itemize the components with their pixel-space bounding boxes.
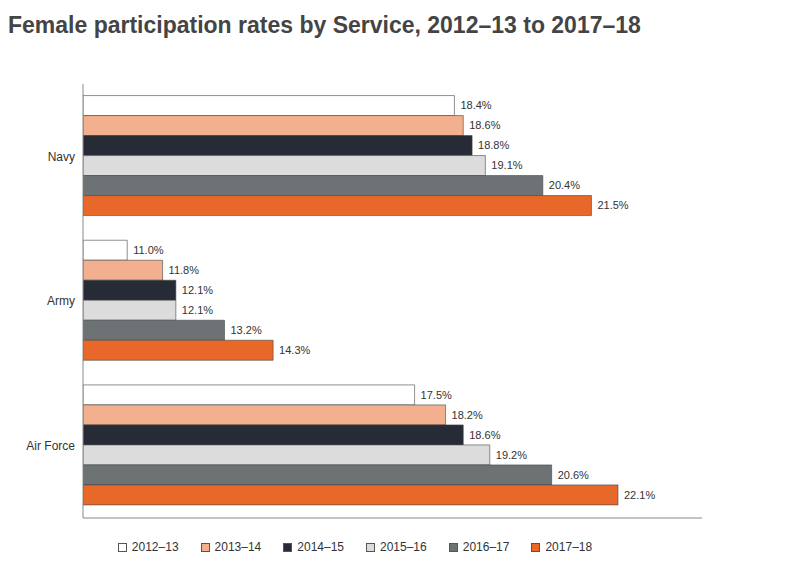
svg-text:18.2%: 18.2% bbox=[452, 409, 483, 421]
svg-text:Navy: Navy bbox=[48, 150, 75, 164]
svg-text:18.6%: 18.6% bbox=[469, 429, 500, 441]
svg-text:Air Force: Air Force bbox=[26, 439, 75, 453]
svg-text:Army: Army bbox=[47, 294, 75, 308]
svg-text:19.1%: 19.1% bbox=[491, 159, 522, 171]
html-text:2012–13: 2012–13 bbox=[131, 540, 179, 554]
svg-text:19.2%: 19.2% bbox=[496, 449, 527, 461]
svg-text:11.0%: 11.0% bbox=[133, 244, 164, 256]
svg-text:17.5%: 17.5% bbox=[421, 389, 452, 401]
html-text:2014–15: 2014–15 bbox=[297, 540, 344, 554]
svg-text:13.2%: 13.2% bbox=[230, 324, 261, 336]
svg-text:14.3%: 14.3% bbox=[279, 344, 310, 356]
html-text:2013–14: 2013–14 bbox=[214, 540, 262, 554]
svg-text:12.1%: 12.1% bbox=[182, 284, 213, 296]
svg-text:18.4%: 18.4% bbox=[460, 99, 491, 111]
html-text:Female participation rates by: Female participation rates by Service, 2… bbox=[8, 12, 641, 38]
svg-text:12.1%: 12.1% bbox=[182, 304, 213, 316]
svg-text:11.8%: 11.8% bbox=[169, 264, 200, 276]
svg-text:18.8%: 18.8% bbox=[478, 139, 509, 151]
svg-text:18.6%: 18.6% bbox=[469, 119, 500, 131]
html-text:2016–17: 2016–17 bbox=[462, 540, 510, 554]
html-text:2017–18: 2017–18 bbox=[545, 540, 593, 554]
svg-text:21.5%: 21.5% bbox=[597, 199, 628, 211]
svg-text:20.6%: 20.6% bbox=[558, 469, 589, 481]
svg-text:22.1%: 22.1% bbox=[624, 489, 655, 501]
html-text:2015–16: 2015–16 bbox=[380, 540, 427, 554]
svg-text:20.4%: 20.4% bbox=[549, 179, 580, 191]
